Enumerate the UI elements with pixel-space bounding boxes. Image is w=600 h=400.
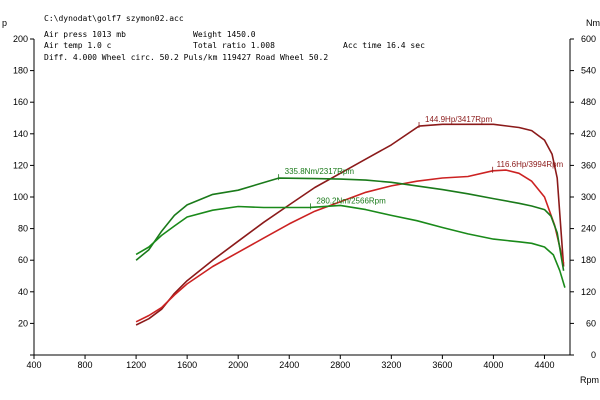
left-tick-label: 40: [18, 287, 28, 297]
left-tick-label: 60: [18, 255, 28, 265]
acc-time: Acc time 16.4 sec: [343, 41, 425, 50]
right-tick-label: 600: [581, 34, 596, 44]
total-ratio: Total ratio 1.008: [193, 41, 275, 50]
series-line-1: [135, 123, 565, 326]
annotation-label-4: 280.2Nm/2566Rpm: [316, 196, 386, 205]
x-tick-label: 4400: [534, 360, 554, 370]
left-tick-label: 120: [13, 160, 28, 170]
left-tick-label: 20: [18, 318, 28, 328]
left-tick-label: 180: [13, 66, 28, 76]
annotation-label-2: 116.6Hp/3994Rpm: [497, 160, 564, 169]
x-tick-label: 4000: [483, 360, 503, 370]
right-tick-label: 360: [581, 160, 596, 170]
air-press: Air press 1013 mb: [44, 30, 126, 39]
right-tick-label: 480: [581, 97, 596, 107]
annotation-label-3: 335.8Nm/2317Rpm: [285, 167, 355, 176]
right-tick-label: 540: [581, 66, 596, 76]
right-unit-label: Nm: [586, 18, 600, 28]
air-temp: Air temp 1.0 c: [44, 41, 112, 50]
weight: Weight 1450.0: [193, 30, 256, 39]
right-tick-label: 300: [581, 192, 596, 202]
right-tick-label: 240: [581, 224, 596, 234]
right-tick-label: 180: [581, 255, 596, 265]
left-unit-label: p: [2, 18, 7, 28]
curves: [135, 123, 566, 326]
series-line-2: [135, 169, 565, 323]
right-tick-label: 0: [591, 350, 596, 360]
annotation-label-1: 144.9Hp/3417Rpm: [425, 115, 492, 124]
right-tick-label: 60: [586, 318, 596, 328]
series-line-3: [135, 177, 565, 271]
left-tick-label: 160: [13, 97, 28, 107]
left-tick-label: 200: [13, 34, 28, 44]
diff-line: Diff. 4.000 Wheel circ. 50.2 Puls/km 119…: [44, 53, 328, 62]
x-tick-label: 800: [78, 360, 93, 370]
right-tick-label: 120: [581, 287, 596, 297]
annotations: 144.9Hp/3417Rpm 116.6Hp/3994Rpm 335.8Nm/23…: [278, 115, 564, 210]
x-tick-label: 1600: [177, 360, 197, 370]
right-tick-label: 420: [581, 129, 596, 139]
header-info: C:\dynodat\golf7 szymon02.acc Air press …: [44, 14, 425, 62]
x-tick-label: 3600: [432, 360, 452, 370]
x-tick-label: 1200: [126, 360, 146, 370]
x-unit-label: Rpm: [580, 375, 599, 385]
left-tick-label: 100: [13, 192, 28, 202]
x-tick-label: 3200: [381, 360, 401, 370]
x-tick-label: 2800: [330, 360, 350, 370]
left-tick-label: 140: [13, 129, 28, 139]
x-tick-label: 2400: [279, 360, 299, 370]
file-path: C:\dynodat\golf7 szymon02.acc: [44, 14, 184, 23]
x-tick-label: 2000: [228, 360, 248, 370]
ticks: 400 800 1200 1600 2000 2400 2800 3200 3600 4000 44…: [13, 34, 596, 370]
left-tick-label: 80: [18, 224, 28, 234]
x-tick-label: 400: [26, 360, 41, 370]
